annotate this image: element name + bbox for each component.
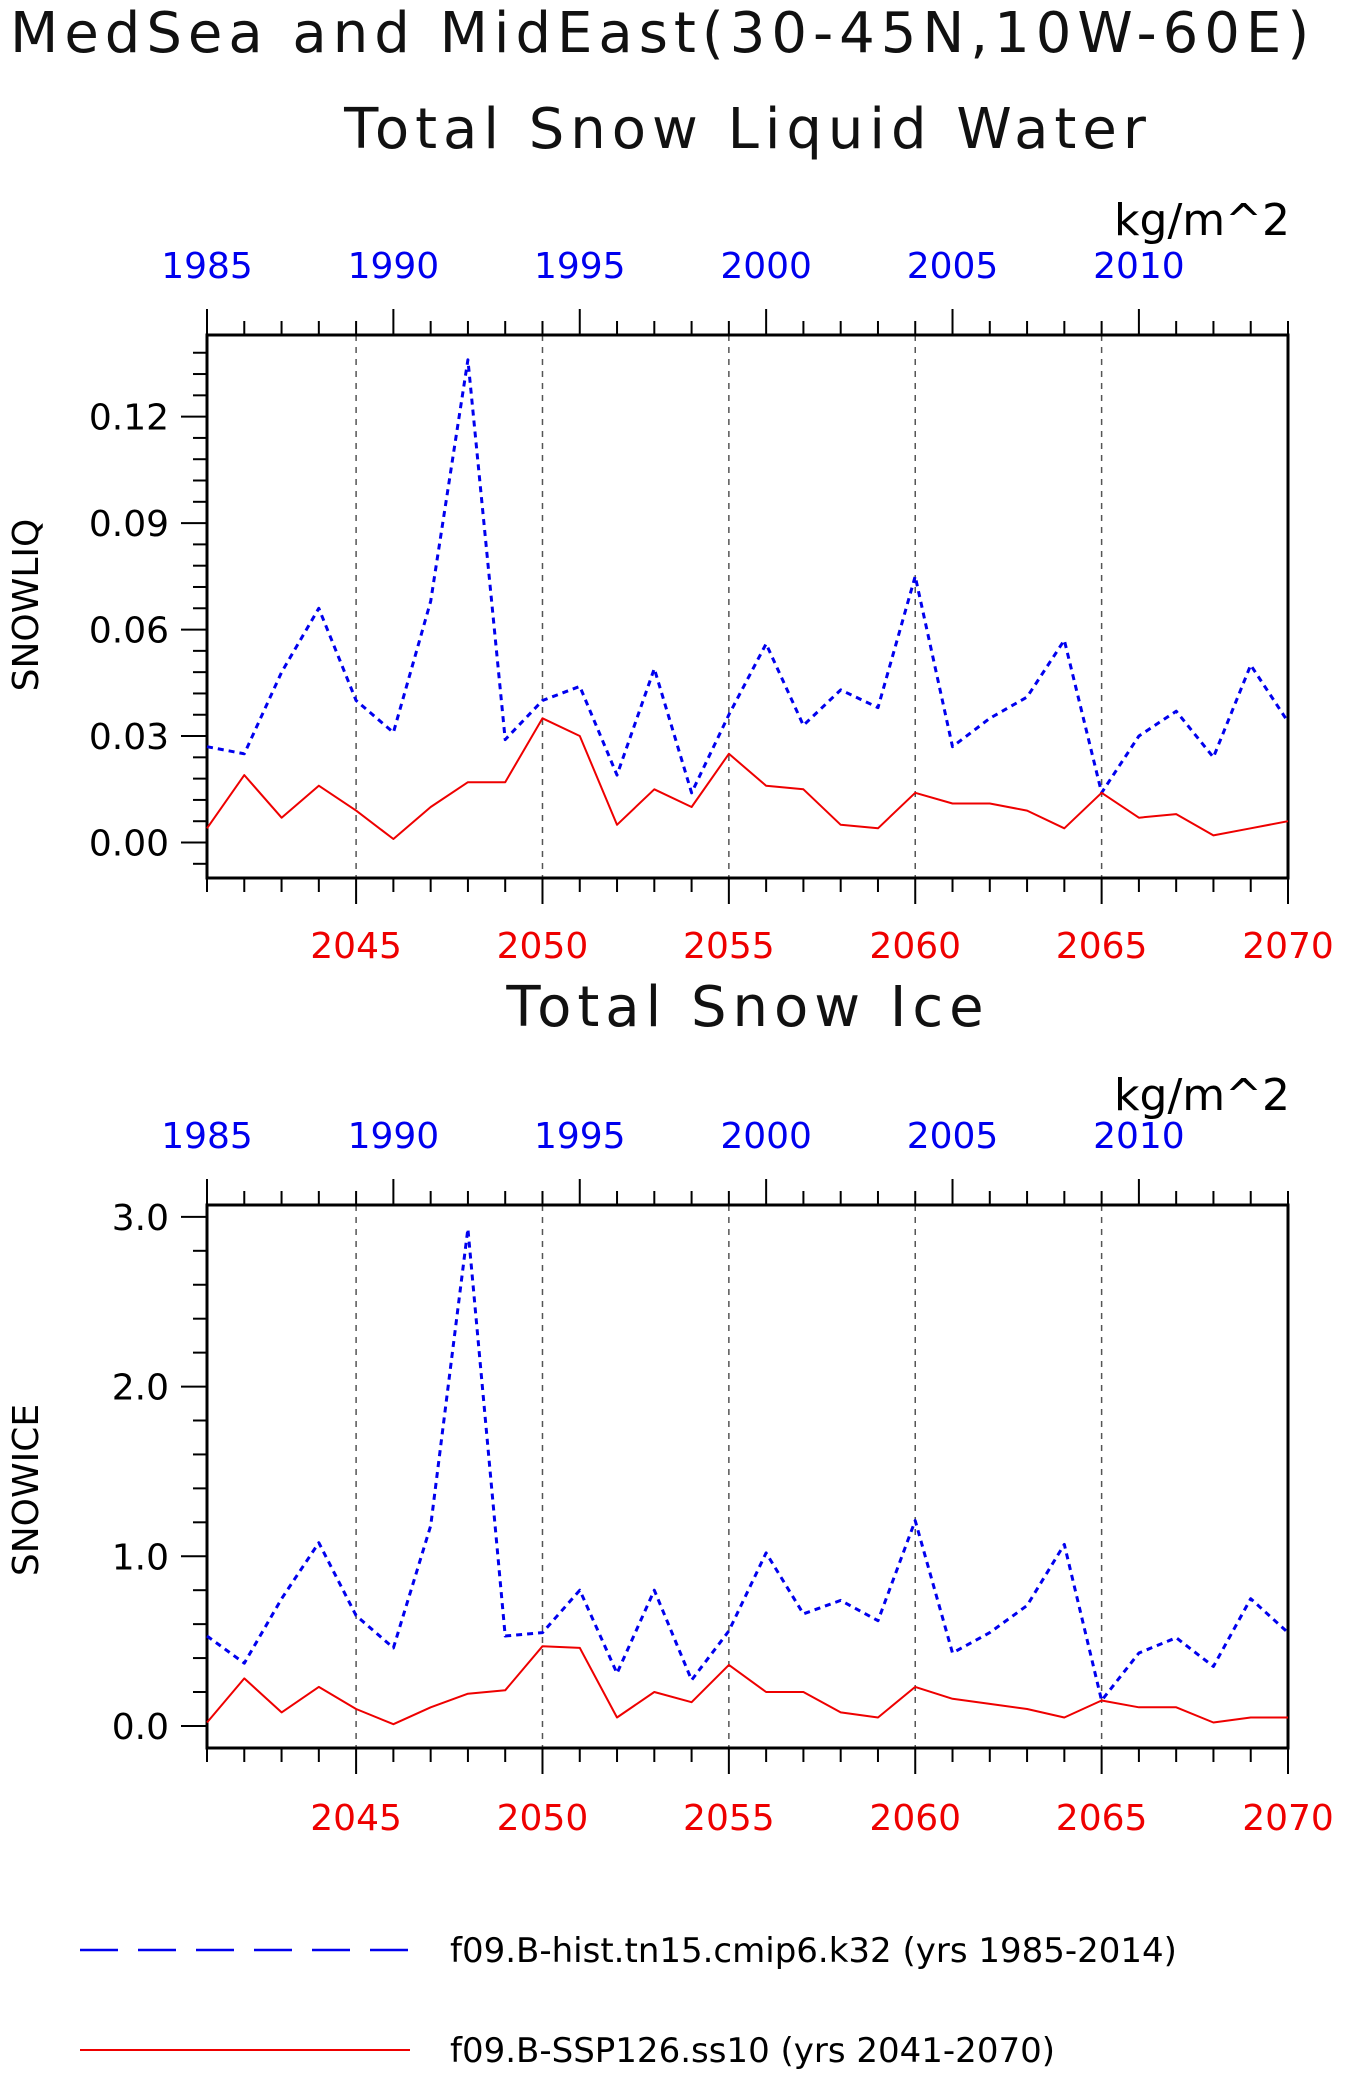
x-bottom-tick-label: 2070 bbox=[1242, 926, 1334, 967]
panel-snowliq: 2045 2050 2055 2060 2065 2070 1985 1990 1995 2000… bbox=[89, 246, 1334, 967]
panel-snowice: 2045 2050 2055 2060 2065 2070 1985 1990 1995 2000… bbox=[112, 1116, 1334, 1839]
x-bottom-tick-label: 2050 bbox=[497, 1798, 589, 1839]
x-top-tick-label: 2000 bbox=[720, 246, 812, 287]
legend-ssp-label: f09.B-SSP126.ss10 (yrs 2041-2070) bbox=[450, 2031, 1055, 2071]
panel1-units: kg/m^2 bbox=[1114, 195, 1290, 246]
x-bottom-tick-label: 2055 bbox=[683, 1798, 775, 1839]
y-tick-label: 0.12 bbox=[89, 398, 169, 439]
legend-hist-label: f09.B-hist.tn15.cmip6.k32 (yrs 1985-2014… bbox=[450, 1931, 1177, 1971]
x-bottom-tick-label: 2055 bbox=[683, 926, 775, 967]
y-tick-label: 0.03 bbox=[89, 717, 169, 758]
panel2-title: Total Snow Ice bbox=[505, 975, 989, 1040]
x-bottom-tick-label: 2070 bbox=[1242, 1798, 1334, 1839]
x-bottom-tick-label: 2045 bbox=[310, 926, 402, 967]
x-bottom-tick-label: 2060 bbox=[869, 926, 961, 967]
y-tick-label: 0.09 bbox=[89, 504, 169, 545]
panel1-title: Total Snow Liquid Water bbox=[343, 97, 1152, 162]
x-top-tick-label: 2010 bbox=[1093, 246, 1185, 287]
x-top-tick-label: 1985 bbox=[161, 1116, 253, 1157]
main-title: MedSea and MidEast(30-45N,10W-60E) bbox=[10, 1, 1315, 66]
series-line-hist bbox=[206, 358, 1290, 795]
plot-frame bbox=[205, 1203, 1290, 1750]
panel1-ylabel: SNOWLIQ bbox=[6, 519, 47, 692]
x-top-tick-label: 2005 bbox=[907, 1116, 999, 1157]
x-bottom-tick-label: 2045 bbox=[310, 1798, 402, 1839]
x-bottom-tick-label: 2065 bbox=[1056, 1798, 1148, 1839]
series-line-ssp bbox=[206, 1645, 1288, 1726]
x-bottom-tick-label: 2050 bbox=[497, 926, 589, 967]
x-bottom-tick-label: 2065 bbox=[1056, 926, 1148, 967]
panel2-ylabel: SNOWICE bbox=[6, 1404, 47, 1576]
y-tick-label: 3.0 bbox=[112, 1198, 169, 1239]
series-line-hist bbox=[206, 1227, 1290, 1702]
x-top-tick-label: 2005 bbox=[907, 246, 999, 287]
series-line-ssp bbox=[206, 717, 1289, 840]
x-top-tick-label: 1995 bbox=[534, 1116, 626, 1157]
x-top-tick-label: 1990 bbox=[348, 1116, 440, 1157]
y-tick-label: 1.0 bbox=[112, 1537, 169, 1578]
x-top-tick-label: 1985 bbox=[161, 246, 253, 287]
x-top-tick-label: 1990 bbox=[348, 246, 440, 287]
y-tick-label: 2.0 bbox=[112, 1368, 169, 1409]
x-top-tick-label: 2010 bbox=[1093, 1116, 1185, 1157]
y-tick-label: 0.0 bbox=[112, 1707, 169, 1748]
y-tick-label: 0.06 bbox=[89, 611, 169, 652]
plot-frame bbox=[205, 333, 1290, 880]
x-top-tick-label: 2000 bbox=[720, 1116, 812, 1157]
x-bottom-tick-label: 2060 bbox=[869, 1798, 961, 1839]
panel2-units: kg/m^2 bbox=[1114, 1070, 1290, 1121]
y-tick-label: 0.00 bbox=[89, 824, 169, 865]
legend: f09.B-hist.tn15.cmip6.k32 (yrs 1985-2014… bbox=[80, 1931, 1177, 2071]
x-top-tick-label: 1995 bbox=[534, 246, 626, 287]
